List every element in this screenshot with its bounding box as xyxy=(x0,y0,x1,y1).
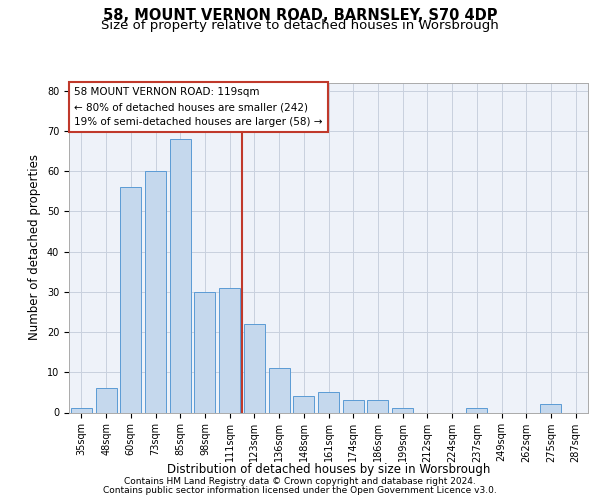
Bar xyxy=(293,396,314,412)
Bar xyxy=(466,408,487,412)
Text: 58 MOUNT VERNON ROAD: 119sqm
← 80% of detached houses are smaller (242)
19% of s: 58 MOUNT VERNON ROAD: 119sqm ← 80% of de… xyxy=(74,88,323,127)
Bar xyxy=(392,408,413,412)
Bar xyxy=(120,187,141,412)
Bar xyxy=(170,139,191,412)
Y-axis label: Number of detached properties: Number of detached properties xyxy=(28,154,41,340)
Text: 58, MOUNT VERNON ROAD, BARNSLEY, S70 4DP: 58, MOUNT VERNON ROAD, BARNSLEY, S70 4DP xyxy=(103,8,497,22)
Bar xyxy=(244,324,265,412)
Bar xyxy=(343,400,364,412)
Bar xyxy=(219,288,240,412)
Bar xyxy=(269,368,290,412)
Text: Size of property relative to detached houses in Worsbrough: Size of property relative to detached ho… xyxy=(101,19,499,32)
Text: Contains HM Land Registry data © Crown copyright and database right 2024.: Contains HM Land Registry data © Crown c… xyxy=(124,477,476,486)
Text: Distribution of detached houses by size in Worsbrough: Distribution of detached houses by size … xyxy=(167,462,490,475)
Bar xyxy=(367,400,388,412)
Bar xyxy=(194,292,215,412)
Bar xyxy=(95,388,116,412)
Bar xyxy=(318,392,339,412)
Bar xyxy=(71,408,92,412)
Bar xyxy=(145,171,166,412)
Bar xyxy=(541,404,562,412)
Text: Contains public sector information licensed under the Open Government Licence v3: Contains public sector information licen… xyxy=(103,486,497,495)
